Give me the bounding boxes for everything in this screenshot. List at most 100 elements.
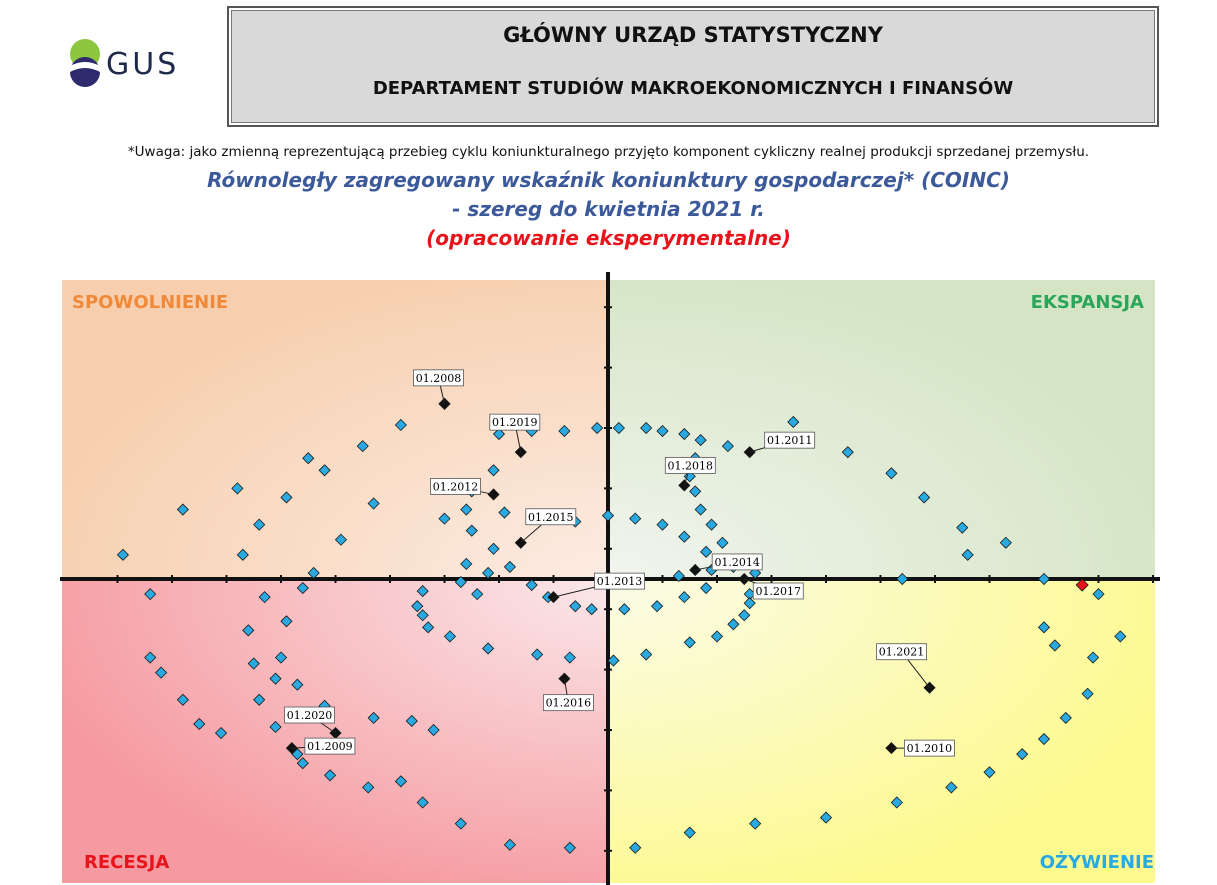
annotation-box	[752, 582, 804, 600]
data-point	[503, 560, 516, 573]
data-point	[956, 521, 969, 534]
last-data-point	[1075, 578, 1089, 592]
data-point	[1086, 651, 1100, 664]
data-point	[454, 575, 467, 589]
data-point	[612, 421, 625, 435]
gus-logo-mark	[70, 39, 100, 87]
header-box: GŁÓWNY URZĄD STATYSTYCZNY DEPARTAMENT ST…	[227, 6, 1159, 127]
data-point	[231, 482, 244, 495]
label-ozywienie: OŻYWIENIE	[1040, 851, 1154, 873]
annotation-callout: 01.2017	[744, 578, 804, 600]
data-point	[214, 726, 228, 740]
data-point	[356, 440, 369, 453]
data-point	[558, 424, 571, 438]
data-point	[689, 485, 702, 498]
data-point	[531, 648, 544, 661]
data-point	[422, 621, 435, 634]
quadrant-bottom-right	[608, 579, 1155, 883]
data-point	[885, 467, 898, 480]
data-point	[280, 615, 293, 628]
header-subtitle: DEPARTAMENT STUDIÓW MAKROEKONOMICZNYCH I…	[372, 78, 1014, 99]
data-point	[176, 693, 189, 706]
logo-text: GUS	[106, 47, 180, 82]
data-point	[438, 512, 451, 525]
annotation-box	[764, 431, 816, 449]
data-point	[585, 603, 598, 616]
data-point	[116, 548, 130, 561]
annotation-callout: 01.2008	[413, 369, 464, 404]
data-point	[569, 600, 582, 613]
data-point	[629, 512, 642, 525]
data-point	[307, 566, 320, 580]
annotation-box	[711, 553, 763, 571]
data-point	[1037, 732, 1051, 746]
annotation-label: 01.2010	[907, 742, 953, 755]
data-point	[362, 781, 375, 794]
annotation-callout: 01.2014	[695, 553, 763, 571]
annotation-label: 01.2013	[597, 575, 643, 588]
annotation-box	[876, 643, 927, 661]
data-point	[291, 678, 304, 691]
data-point	[563, 841, 576, 854]
data-point	[890, 796, 903, 809]
data-point	[144, 651, 157, 664]
annotation-box	[304, 737, 356, 755]
data-point	[961, 548, 974, 561]
data-point	[503, 838, 516, 851]
data-point	[411, 600, 424, 613]
data-point	[591, 421, 604, 435]
label-ekspansja: EKSPANSJA	[1031, 292, 1144, 313]
data-point	[716, 536, 729, 549]
data-point	[700, 545, 713, 558]
annotation-callout: 01.2013	[553, 572, 645, 598]
data-point	[618, 603, 631, 616]
annotation-label: 01.2020	[287, 709, 333, 722]
data-point	[683, 636, 696, 649]
data-point	[721, 440, 734, 453]
annotation-label: 01.2009	[307, 740, 353, 753]
annotation-label: 01.2015	[528, 511, 574, 524]
annotation-box	[904, 739, 955, 757]
data-point	[269, 720, 282, 734]
data-point	[454, 817, 467, 830]
data-point	[460, 557, 473, 570]
data-point	[749, 817, 762, 830]
data-point	[144, 588, 157, 601]
data-point	[683, 826, 696, 839]
annotation-label: 01.2017	[756, 585, 802, 598]
header-title: GŁÓWNY URZĄD STATYSTYCZNY	[503, 23, 883, 47]
data-point	[1114, 630, 1127, 643]
annotation-callout: 01.2012	[430, 478, 494, 495]
data-point	[650, 600, 664, 613]
annotation-box	[413, 369, 464, 387]
data-point	[253, 518, 266, 531]
data-point	[302, 452, 315, 465]
data-point	[482, 566, 495, 580]
data-point	[607, 654, 620, 667]
data-point	[242, 624, 255, 637]
data-point	[672, 569, 685, 583]
chart-note: *Uwaga: jako zmienną reprezentującą prze…	[127, 144, 1090, 160]
data-point	[367, 497, 380, 510]
data-point	[155, 666, 168, 679]
data-point	[743, 597, 756, 610]
data-point	[482, 642, 495, 655]
data-point	[983, 766, 996, 779]
data-point	[318, 464, 331, 477]
data-point	[819, 811, 833, 824]
data-point	[176, 503, 189, 516]
data-point	[465, 524, 478, 537]
data-point	[460, 503, 473, 516]
annotation-callout: 01.2018	[664, 456, 716, 486]
data-point	[1081, 687, 1094, 700]
annotation-box	[525, 508, 577, 526]
annotation-box	[430, 478, 481, 495]
annotation-box	[664, 456, 716, 474]
data-point	[236, 548, 249, 561]
label-recesja: RECESJA	[84, 852, 169, 873]
data-point	[193, 717, 206, 731]
data-point	[525, 578, 538, 592]
data-point	[258, 591, 271, 604]
data-point	[678, 427, 691, 441]
data-point	[416, 609, 429, 622]
